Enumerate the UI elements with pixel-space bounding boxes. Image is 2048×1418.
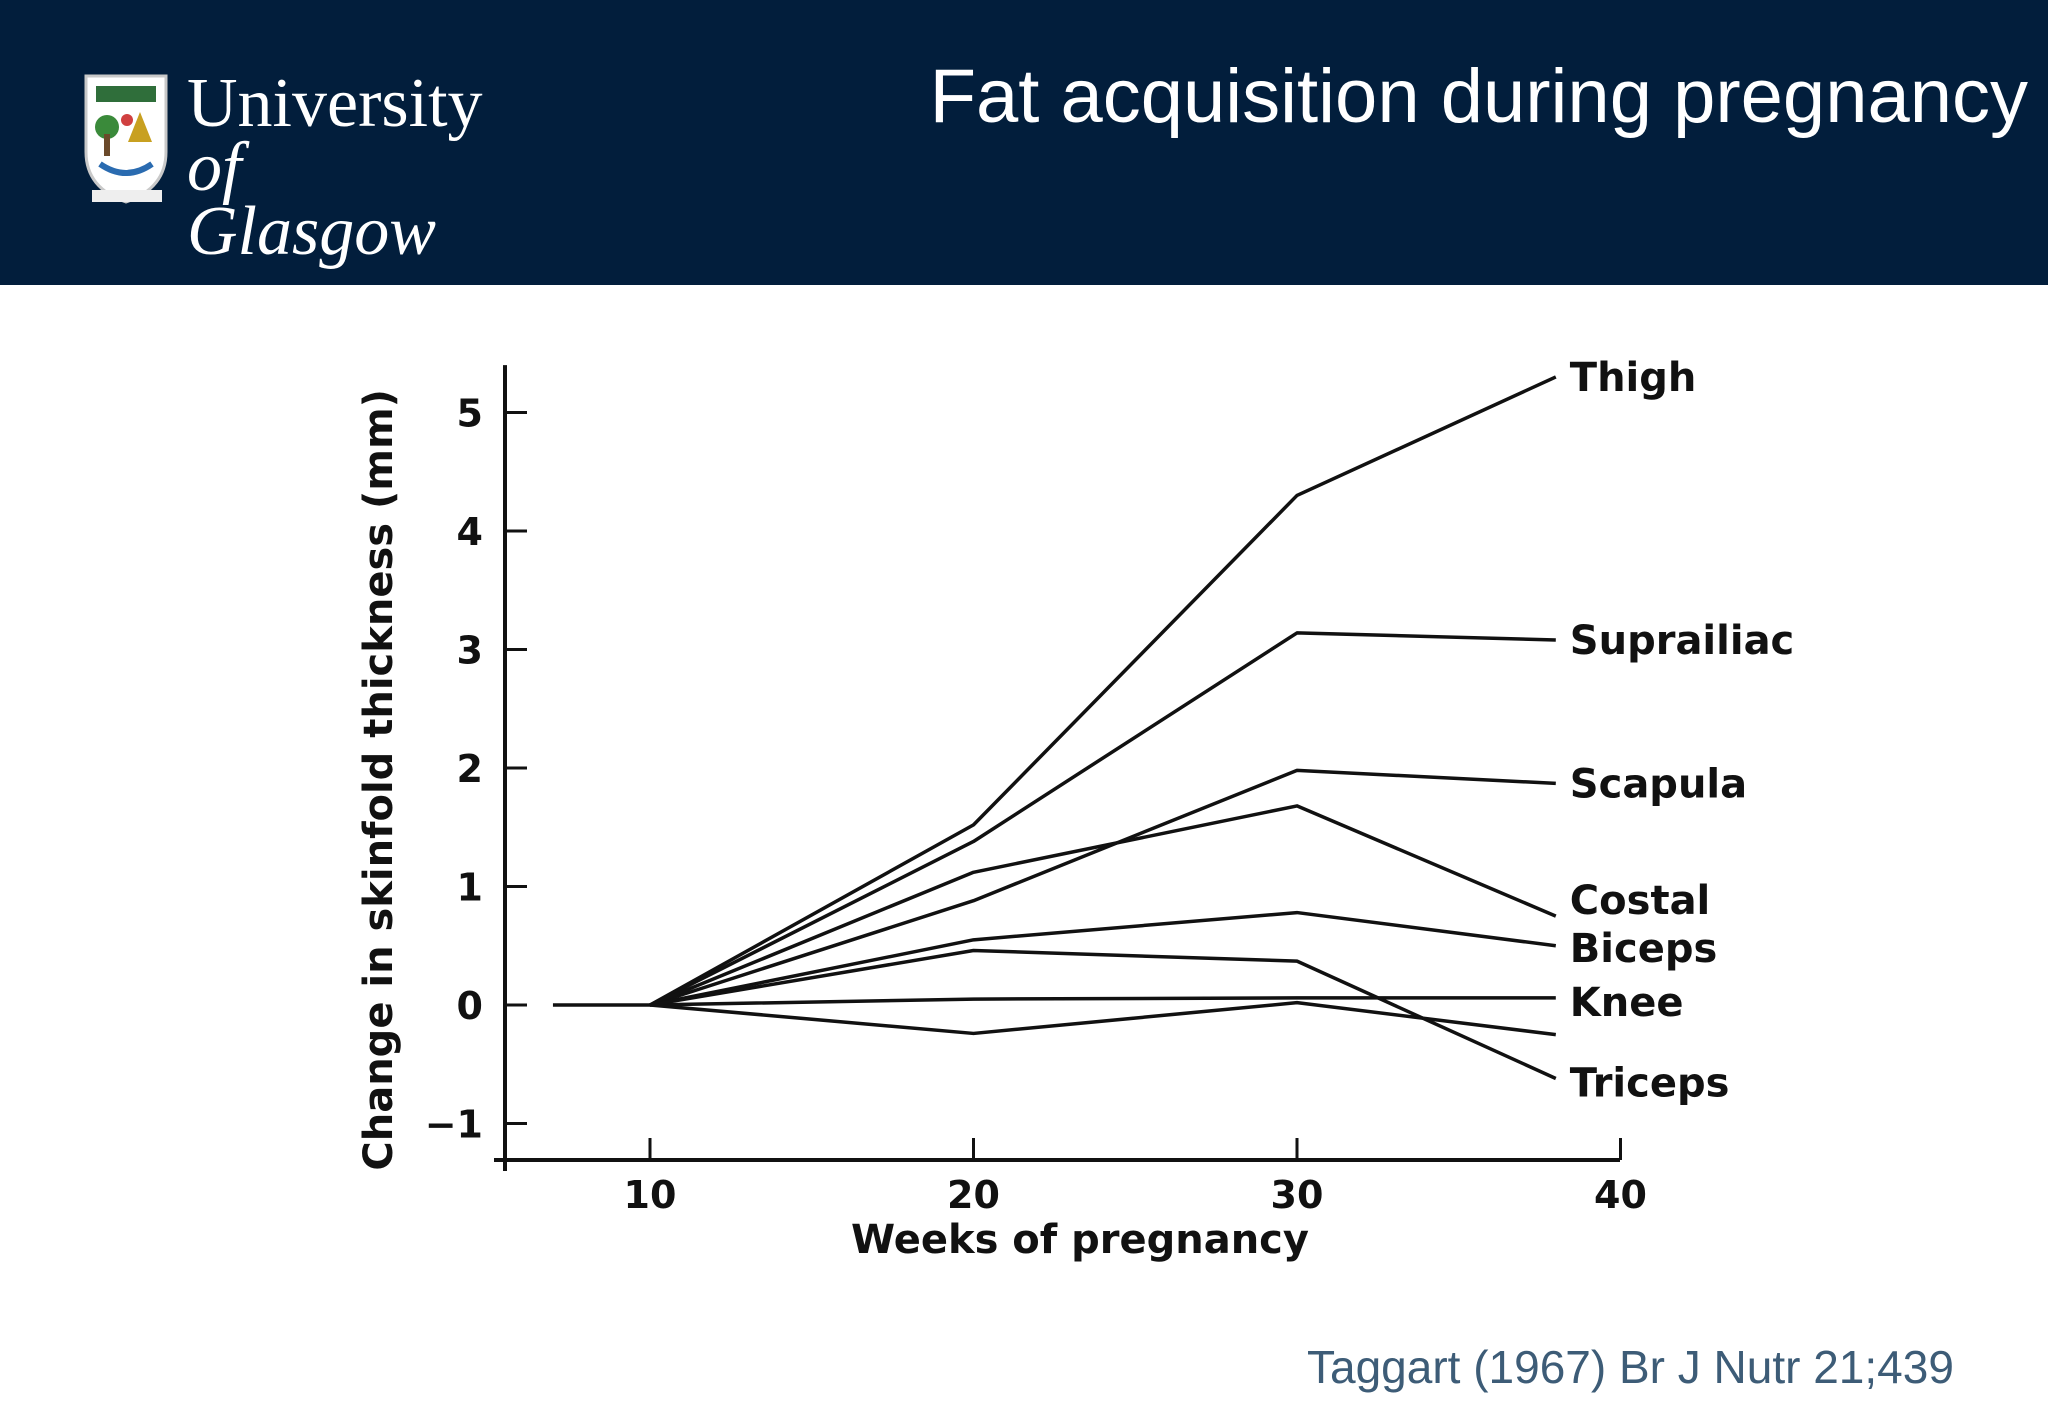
series-line-scapula (649, 768, 1556, 1007)
series-line-biceps (649, 910, 1557, 1007)
university-logo: University of Glasgow (82, 69, 502, 267)
y-tick-label: 3 (457, 629, 483, 673)
skinfold-line-chart: −1 0 1 2 3 4 5 10 20 30 40 Weeks of pregnancy Change… (356, 355, 1794, 1263)
page-title: Fat acquisition during pregnancy (929, 54, 2028, 139)
series-line-knee (552, 996, 1556, 1007)
series-line-suprailiac (649, 631, 1556, 1007)
series-label-triceps: Triceps (1570, 1060, 1730, 1106)
x-axis-label: Weeks of pregnancy (851, 1217, 1309, 1263)
y-tick-label: 2 (457, 747, 483, 791)
y-tick-label: 5 (457, 392, 483, 436)
series-label-costal: Costal (1570, 878, 1710, 924)
series-label-knee: Knee (1570, 980, 1684, 1026)
series-label-thigh: Thigh (1570, 355, 1697, 401)
x-tick-label: 30 (1271, 1173, 1324, 1217)
series-label-scapula: Scapula (1570, 761, 1747, 807)
series-line-unlabeled (649, 1000, 1557, 1037)
y-tick-label: 1 (457, 866, 483, 910)
x-tick-label: 20 (947, 1173, 1000, 1217)
logo-line1: University (187, 65, 483, 142)
y-tick-label: −1 (425, 1103, 483, 1147)
y-tick-label: 0 (457, 984, 483, 1028)
y-axis-label: Change in skinfold thickness (mm) (356, 389, 402, 1171)
y-tick-label: 4 (457, 510, 483, 554)
crest-icon (84, 74, 168, 204)
series-label-biceps: Biceps (1570, 926, 1717, 972)
x-tick-label: 10 (624, 1173, 677, 1217)
series-line-costal (649, 804, 1557, 1007)
series-line-thigh (649, 375, 1557, 1007)
citation-text: Taggart (1967) Br J Nutr 21;439 (1307, 1341, 1954, 1393)
slide-header: University of Glasgow Fat acquisition du… (0, 0, 2048, 285)
x-tick-label: 40 (1594, 1173, 1647, 1217)
logo-wordmark: University of Glasgow (187, 65, 502, 270)
series-line-triceps (649, 948, 1557, 1081)
logo-line2: of Glasgow (187, 129, 436, 270)
series-label-suprailiac: Suprailiac (1570, 618, 1794, 664)
